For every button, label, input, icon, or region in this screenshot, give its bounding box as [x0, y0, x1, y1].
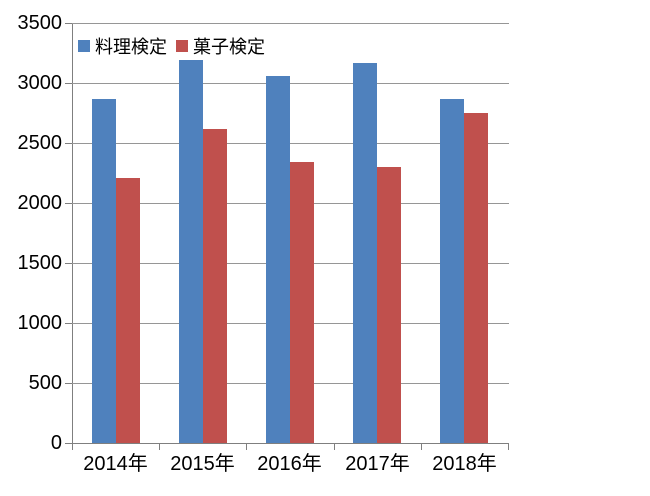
y-axis-label-2000: 2000: [17, 192, 63, 214]
x-axis-tick-1: [159, 444, 160, 450]
x-axis-label-3: 2017年: [345, 453, 410, 475]
gridline-3000: [72, 83, 509, 84]
x-axis-label-2: 2016年: [257, 453, 322, 475]
legend-item-series1: 菓子検定: [176, 33, 265, 59]
x-axis-label-1: 2015年: [170, 453, 235, 475]
bar-series0-cat2: [266, 76, 290, 443]
y-axis-tick-2000: [65, 203, 72, 204]
y-axis-tick-1500: [65, 263, 72, 264]
legend-item-series0: 料理検定: [78, 33, 167, 59]
y-axis-tick-2500: [65, 143, 72, 144]
y-axis-tick-0: [65, 443, 72, 444]
legend-label-series0: 料理検定: [95, 37, 167, 57]
bar-series0-cat4: [440, 99, 464, 443]
x-axis-tick-2: [246, 444, 247, 450]
gridline-3500: [72, 23, 509, 24]
bar-series1-cat0: [116, 178, 140, 443]
y-axis-label-2500: 2500: [17, 132, 63, 154]
y-axis-label-0: 0: [50, 432, 62, 454]
y-axis-label-3000: 3000: [17, 72, 63, 94]
bar-series1-cat2: [290, 162, 314, 443]
x-axis-tick-3: [334, 444, 335, 450]
x-axis-label-4: 2018年: [432, 453, 497, 475]
x-axis-tick-5: [508, 444, 509, 450]
y-axis-label-1500: 1500: [17, 252, 63, 274]
y-axis-tick-1000: [65, 323, 72, 324]
bar-series1-cat3: [377, 167, 401, 443]
legend-swatch-series0: [78, 40, 90, 52]
bar-series0-cat1: [179, 60, 203, 443]
y-axis-label-1000: 1000: [17, 312, 63, 334]
y-axis-tick-3500: [65, 23, 72, 24]
legend-label-series1: 菓子検定: [193, 37, 265, 57]
y-axis-tick-3000: [65, 83, 72, 84]
bar-series0-cat3: [353, 63, 377, 443]
legend: 料理検定 菓子検定: [78, 33, 265, 59]
y-axis-label-3500: 3500: [17, 12, 63, 34]
x-axis-tick-0: [72, 444, 73, 450]
x-axis-tick-4: [421, 444, 422, 450]
bar-series1-cat4: [464, 113, 488, 443]
legend-swatch-series1: [176, 40, 188, 52]
plot-area: [72, 23, 509, 444]
x-axis-label-0: 2014年: [83, 453, 148, 475]
y-axis-label-500: 500: [28, 372, 62, 394]
y-axis-tick-500: [65, 383, 72, 384]
bar-series0-cat0: [92, 99, 116, 443]
bar-series1-cat1: [203, 129, 227, 443]
gridline-2500: [72, 143, 509, 144]
